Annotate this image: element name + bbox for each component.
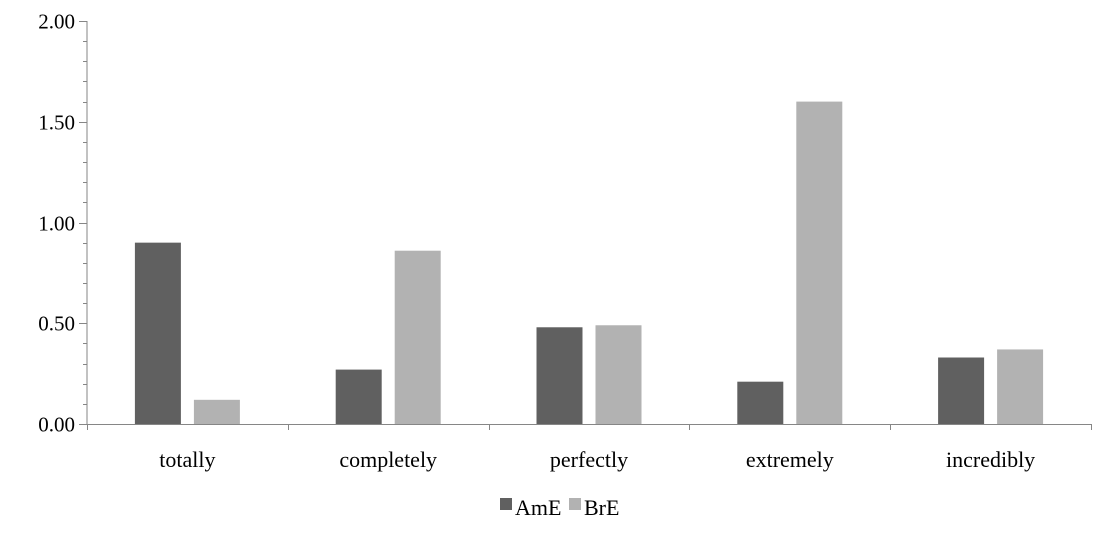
legend-label-ame: AmE xyxy=(515,495,561,520)
bar-bre-extremely xyxy=(796,101,843,424)
y-tick-label: 0.50 xyxy=(38,312,75,336)
bar-bre-perfectly xyxy=(595,325,642,424)
y-tick-label: 2.00 xyxy=(38,10,75,34)
bar-ame-totally xyxy=(134,242,181,424)
x-tick-label: incredibly xyxy=(946,447,1035,472)
x-tick-label: extremely xyxy=(746,447,834,472)
legend-swatch-bre xyxy=(569,498,581,510)
x-axis: totally completely perfectly extremely incre… xyxy=(87,424,1092,472)
x-tick-label: totally xyxy=(159,447,215,472)
y-tick-label: 0.00 xyxy=(38,413,75,437)
bar-ame-perfectly xyxy=(536,327,583,424)
bar-bre-completely xyxy=(394,250,441,424)
bar-ame-extremely xyxy=(737,381,784,424)
bar-bre-totally xyxy=(193,399,240,424)
bars xyxy=(134,101,1044,424)
y-tick-label: 1.50 xyxy=(38,111,75,135)
legend-swatch-ame xyxy=(500,498,512,510)
x-tick-label: completely xyxy=(339,447,437,472)
y-axis: 0.00 0.50 1.00 1.50 2.00 xyxy=(38,10,88,437)
legend: AmE BrE xyxy=(500,495,619,520)
legend-label-bre: BrE xyxy=(584,495,619,520)
x-tick-label: perfectly xyxy=(550,447,628,472)
bar-ame-completely xyxy=(335,369,382,424)
bar-ame-incredibly xyxy=(938,357,985,424)
bar-bre-incredibly xyxy=(997,349,1044,424)
y-tick-label: 1.00 xyxy=(38,212,75,236)
